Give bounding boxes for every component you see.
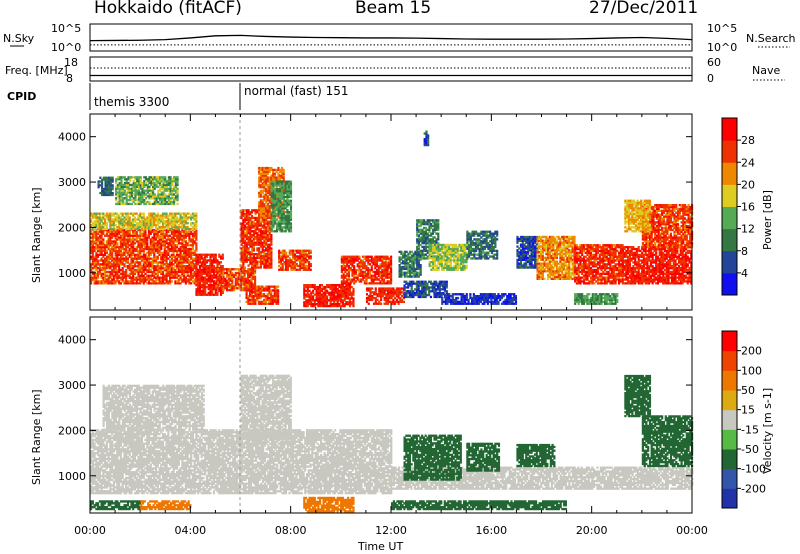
range-gate-cell	[277, 289, 279, 291]
range-gate-cell	[260, 266, 262, 268]
cpid-label: CPID	[7, 90, 36, 103]
range-gate-cell	[283, 169, 285, 171]
range-gate-cell	[375, 287, 377, 289]
radar-summary-plot: N.Sky 10^5 10^0 10^5 10^0 N.Search Freq.…	[0, 0, 800, 554]
range-gate-cell	[270, 247, 272, 249]
noise-ytick-right-top: 10^5	[707, 22, 737, 35]
frequency-panel: Freq. [MHz] 18 8 60 0 Nave	[5, 56, 785, 85]
cpid-panel: CPID themis 3300 normal (fast) 151	[7, 83, 348, 110]
range-gate-cell	[310, 250, 312, 252]
range-gate-cell	[368, 303, 370, 305]
range-gate-cell	[177, 188, 179, 190]
range-gate-cell	[352, 297, 354, 299]
range-gate-cell	[150, 254, 152, 256]
range-gate-cell	[290, 228, 292, 230]
range-gate-cell	[281, 181, 283, 183]
range-gate-cell	[270, 266, 272, 268]
range-gate-cell	[254, 276, 256, 278]
range-gate-cell	[222, 254, 224, 256]
range-gate-cell	[353, 265, 355, 267]
noise-ylabel-right: N.Search	[746, 32, 796, 45]
range-gate-cell	[129, 216, 131, 218]
noise-ylabel-left: N.Sky	[3, 32, 35, 45]
range-gate-cell	[215, 254, 217, 256]
nave-ytick-top: 60	[707, 56, 721, 69]
range-gate-cell	[244, 266, 246, 268]
range-gate-cell	[310, 255, 312, 257]
noise-ytick-top: 10^5	[51, 22, 81, 35]
cpid-mode-themis: themis 3300	[94, 95, 169, 109]
range-gate-cell	[111, 254, 113, 256]
nave-ytick-bottom: 0	[707, 72, 714, 85]
noise-sky-line	[90, 35, 692, 40]
range-gate-cell	[195, 213, 197, 215]
range-gate-cell	[112, 184, 114, 186]
range-gate-cell	[116, 242, 118, 244]
range-gate-cell	[112, 192, 114, 194]
range-gate-cell	[352, 288, 354, 290]
range-gate-cell	[290, 200, 292, 202]
range-gate-cell	[310, 269, 312, 271]
range-gate-cell	[195, 216, 197, 218]
range-gate-cell	[140, 176, 142, 178]
freq-ytick-top: 18	[64, 56, 78, 69]
range-gate-cell	[270, 234, 272, 236]
nave-ylabel: Nave	[752, 64, 780, 77]
range-gate-cell	[310, 263, 312, 265]
range-gate-cell	[177, 176, 179, 178]
range-gate-cell	[187, 222, 189, 224]
range-gate-cell	[102, 238, 104, 240]
range-gate-cell	[358, 256, 360, 258]
range-gate-cell	[371, 287, 373, 289]
range-gate-cell	[219, 268, 221, 270]
range-gate-cell	[171, 280, 173, 282]
freq-ytick-bottom: 8	[66, 72, 73, 85]
cpid-mode-normal: normal (fast) 151	[244, 84, 348, 98]
noise-ytick-bottom: 10^0	[51, 41, 81, 54]
range-gate-cell	[390, 256, 392, 258]
range-gate-cell	[195, 242, 197, 244]
range-gate-cell	[290, 181, 292, 183]
noise-ytick-right-bottom: 10^0	[707, 41, 737, 54]
range-gate-cell	[177, 203, 179, 205]
range-gate-cell	[285, 252, 287, 254]
range-gate-cell	[112, 177, 114, 179]
range-gate-cell	[277, 286, 279, 288]
range-gate-cell	[164, 176, 166, 178]
range-gate-cell	[143, 213, 145, 215]
range-gate-cell	[290, 194, 292, 196]
range-gate-cell	[290, 222, 292, 224]
freq-ylabel: Freq. [MHz]	[5, 64, 68, 77]
range-gate-cell	[222, 265, 224, 267]
range-gate-cell	[220, 261, 222, 263]
noise-panel: N.Sky 10^5 10^0 10^5 10^0 N.Search	[3, 22, 796, 54]
